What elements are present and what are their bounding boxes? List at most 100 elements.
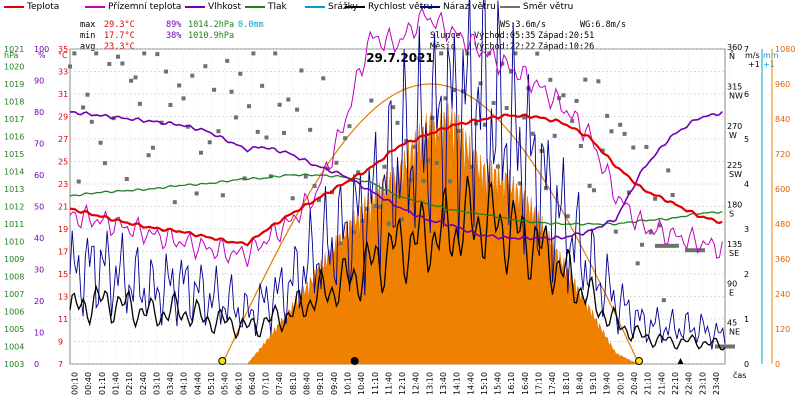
wind-direction-dot <box>578 143 583 148</box>
legend-swatch <box>4 5 24 8</box>
legend-swatch <box>345 5 365 8</box>
wind-direction-dot <box>85 92 90 97</box>
time-tick: 03:10 <box>152 372 161 395</box>
time-tick: 14:40 <box>466 372 475 395</box>
hpa-tick: 1006 <box>4 308 24 317</box>
wind-direction-dot <box>303 174 308 179</box>
wind-direction-dot <box>535 51 540 56</box>
wind-direction-dot <box>146 153 151 158</box>
hpa-tick: 1020 <box>4 63 24 72</box>
time-tick: 15:10 <box>480 372 489 395</box>
legend-swatch <box>420 5 440 8</box>
pct-tick: 80 <box>34 108 44 117</box>
solar-theoretical-curve <box>221 83 638 365</box>
time-tick: 20:10 <box>616 372 625 395</box>
wind-direction-dot <box>653 196 658 201</box>
moonrise: Východ:22:22 <box>474 42 536 52</box>
time-tick: 11:40 <box>384 372 393 395</box>
wind-direction-dot <box>587 183 592 188</box>
wg-value: WG:6.8m/s <box>580 20 627 30</box>
wind-direction-dot <box>715 344 735 349</box>
time-tick: 07:40 <box>275 372 284 395</box>
wind-direction-dot <box>124 177 129 182</box>
temp-tick: 19 <box>58 225 68 234</box>
time-axis-label: čas <box>733 370 746 380</box>
dir-name-tick: SE <box>729 249 739 258</box>
max-press: 1014.2hPa <box>188 20 235 30</box>
wind-direction-dot <box>548 77 553 82</box>
hpa-tick: 1008 <box>4 273 24 282</box>
legend-item-5: Rychlost větru <box>345 2 433 12</box>
hpa-tick: 1016 <box>4 133 24 142</box>
wind-speed-line <box>69 175 726 351</box>
legend-item-1: Přízemní teplota <box>85 2 181 12</box>
time-tick: 21:40 <box>657 372 666 395</box>
wind-direction-dot <box>530 131 535 136</box>
wind-direction-dot <box>308 127 313 132</box>
legend-swatch <box>245 5 265 8</box>
wind-direction-dot <box>229 89 234 94</box>
wind-direction-dot <box>378 204 383 209</box>
wind-direction-dot <box>255 129 260 134</box>
time-tick: 17:10 <box>535 372 544 395</box>
wind-direction-dot <box>351 230 356 235</box>
legend-item-6: Náraz větru <box>420 2 496 12</box>
time-tick: 02:10 <box>125 372 134 395</box>
hpa-tick: 1005 <box>4 325 24 334</box>
legend-swatch <box>305 5 325 8</box>
wind-direction-dot <box>81 105 86 110</box>
time-tick: 16:40 <box>521 372 530 395</box>
wind-direction-dot <box>509 69 514 74</box>
legend-label: Přízemní teplota <box>108 2 182 12</box>
temp-tick: 7 <box>58 360 63 369</box>
wind-direction-dot <box>443 96 448 101</box>
pct-tick: 40 <box>34 234 44 243</box>
wind-direction-dot <box>312 183 317 188</box>
time-tick: 23:40 <box>712 372 721 395</box>
wind-direction-dot <box>622 131 627 136</box>
time-tick: 23:10 <box>698 372 707 395</box>
legend-swatch <box>185 5 205 8</box>
wind-direction-dot <box>286 97 291 102</box>
wind-direction-dot <box>570 118 575 123</box>
time-tick: 18:10 <box>562 372 571 395</box>
time-tick: 04:10 <box>180 372 189 395</box>
legend-label: Vlhkost <box>208 2 241 12</box>
wind-direction-dot <box>68 64 72 69</box>
wind-direction-dot <box>321 76 326 81</box>
wind-direction-dot <box>404 138 409 143</box>
moonset: Západ:10:26 <box>538 42 595 52</box>
dir-name-tick: SW <box>729 170 742 179</box>
wind-direction-dot <box>133 75 138 80</box>
wind-direction-dot <box>251 51 256 56</box>
wind-direction-dot <box>461 89 465 94</box>
ms-tick: 1 <box>744 315 749 324</box>
moonset-marker <box>350 357 359 365</box>
pct-tick: 70 <box>34 140 44 149</box>
hpa-tick: 1004 <box>4 343 24 352</box>
sunset-marker <box>635 357 644 365</box>
legend: Teplota Přízemní teplota Vlhkost Tlak Srážky… <box>0 0 800 14</box>
hpa-tick: 1010 <box>4 238 24 247</box>
wind-direction-dot <box>674 243 679 248</box>
wind-direction-dot <box>343 136 348 141</box>
legend-item-2: Vlhkost <box>185 2 241 12</box>
wind-direction-dot <box>478 81 483 86</box>
legend-label: Rychlost větru <box>368 2 433 12</box>
wind-direction-dot <box>412 144 417 149</box>
wind-direction-dot <box>155 52 160 57</box>
ms-unit: m/s <box>745 51 760 60</box>
rad-tick: 600 <box>775 185 790 194</box>
temp-tick: 29 <box>58 113 68 122</box>
wind-direction-dot <box>644 144 649 149</box>
hpa-tick: 1012 <box>4 203 24 212</box>
pct-tick: 10 <box>34 329 44 338</box>
pressure-line <box>69 173 723 226</box>
wind-direction-dot <box>94 51 99 56</box>
legend-item-0: Teplota <box>4 2 59 12</box>
hpa-tick: 1007 <box>4 290 24 299</box>
dir-deg-tick: 270 <box>727 122 742 131</box>
legend-label: Tlak <box>268 2 287 12</box>
